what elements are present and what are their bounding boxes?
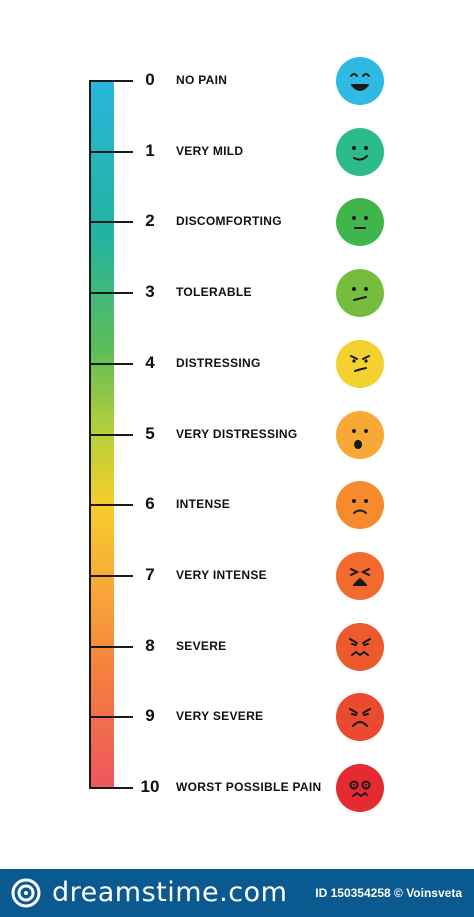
level-label: TOLERABLE <box>176 285 252 299</box>
level-number: 1 <box>145 141 155 160</box>
scale-tick <box>89 292 133 294</box>
level-label: VERY INTENSE <box>176 568 267 582</box>
level-label: SEVERE <box>176 639 227 653</box>
level-label: WORST POSSIBLE PAIN <box>176 780 322 794</box>
mild-smile-face-icon <box>336 128 384 176</box>
footer-brand[interactable]: dreamstime.com <box>52 877 288 908</box>
level-number: 8 <box>145 636 155 655</box>
scale-tick <box>89 787 133 789</box>
pain-scale-bar <box>90 80 114 787</box>
level-label: DISTRESSING <box>176 356 261 370</box>
footer-image-id: ID 150354258 © Voinsveta <box>315 886 462 900</box>
level-label: VERY MILD <box>176 144 244 158</box>
level-number: 6 <box>145 494 155 513</box>
angry-face-icon <box>336 693 384 741</box>
scale-tick <box>89 151 133 153</box>
scale-tick <box>89 575 133 577</box>
scale-tick <box>89 363 133 365</box>
level-number: 7 <box>145 565 155 584</box>
level-label: VERY DISTRESSING <box>176 427 298 441</box>
footer-bar: dreamstime.com ID 150354258 © Voinsveta <box>0 869 474 917</box>
level-label: INTENSE <box>176 497 231 511</box>
level-number: 4 <box>145 353 155 372</box>
annoyed-face-icon <box>336 340 384 388</box>
level-label: NO PAIN <box>176 73 228 87</box>
grimacing-face-icon <box>336 623 384 671</box>
neutral-face-icon <box>336 198 384 246</box>
agonized-face-icon <box>336 764 384 812</box>
scale-tick <box>89 221 133 223</box>
scale-tick <box>89 646 133 648</box>
level-number: 10 <box>140 777 160 796</box>
scale-tick <box>89 716 133 718</box>
slight-frown-face-icon <box>336 269 384 317</box>
level-number: 2 <box>145 211 155 230</box>
level-number: 9 <box>145 706 155 725</box>
scale-tick <box>89 504 133 506</box>
distressed-face-icon <box>336 552 384 600</box>
sad-face-icon <box>336 481 384 529</box>
scale-tick <box>89 434 133 436</box>
worried-face-icon <box>336 411 384 459</box>
level-number: 0 <box>145 70 155 89</box>
level-label: VERY SEVERE <box>176 709 264 723</box>
smiling-face-icon <box>336 57 384 105</box>
level-number: 3 <box>145 282 155 301</box>
scale-tick <box>89 80 133 82</box>
dreamstime-logo-icon <box>10 877 42 914</box>
level-number: 5 <box>145 424 155 443</box>
level-label: DISCOMFORTING <box>176 214 282 228</box>
